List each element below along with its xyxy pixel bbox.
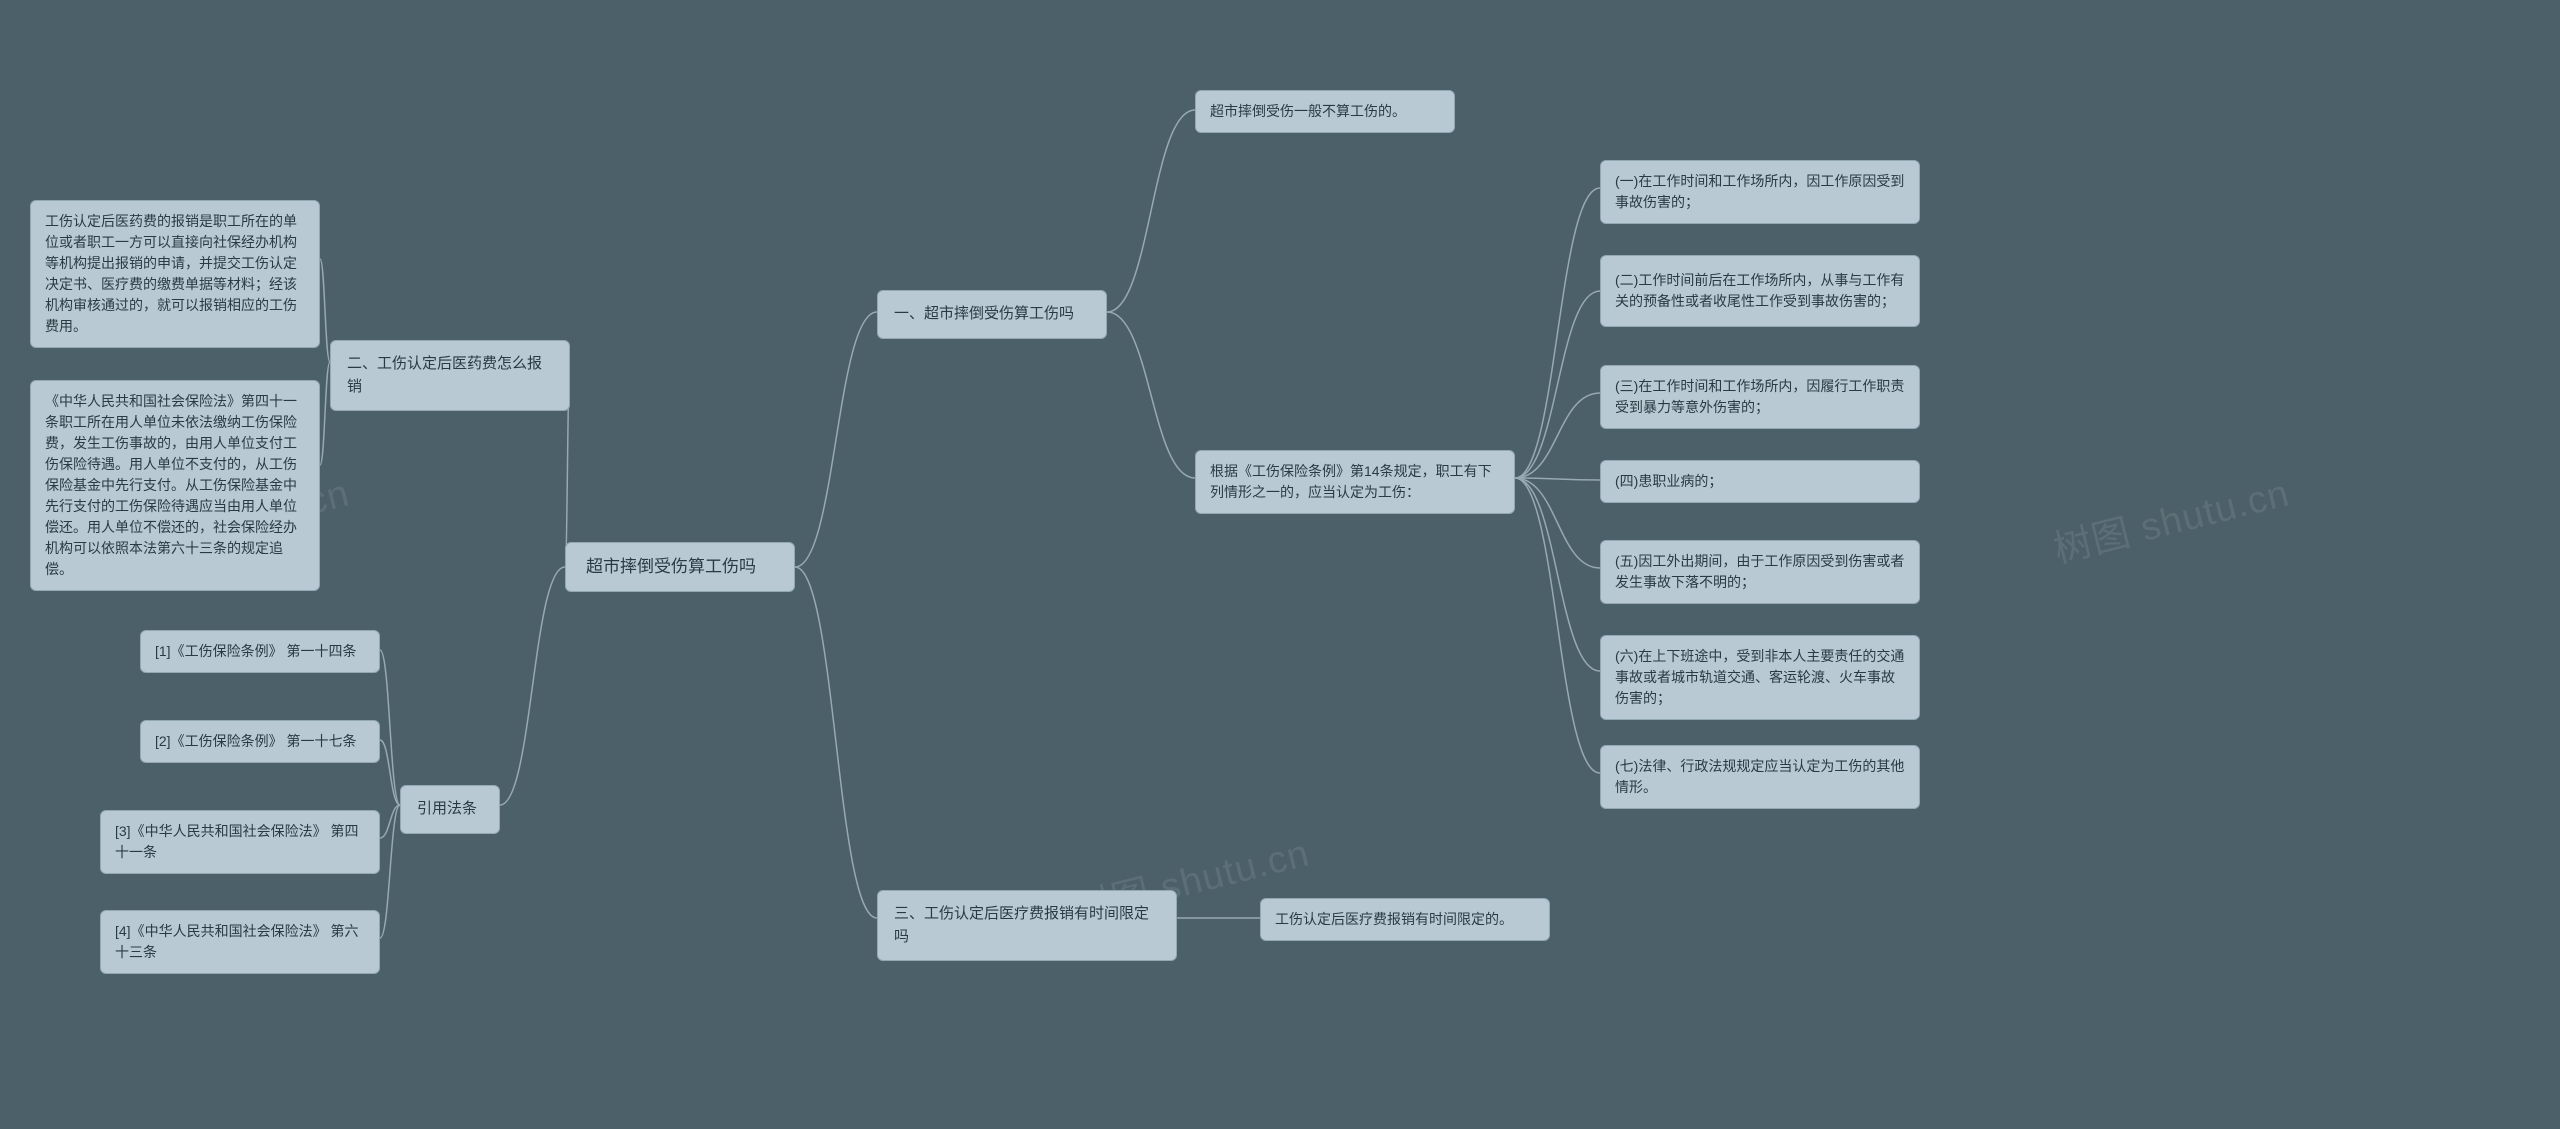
node-b1c2: 根据《工伤保险条例》第14条规定，职工有下列情形之一的，应当认定为工伤： [1195, 450, 1515, 514]
node-b1: 一、超市摔倒受伤算工伤吗 [877, 290, 1107, 339]
node-b4c2: [2]《工伤保险条例》 第一十七条 [140, 720, 380, 763]
node-b2c1: 工伤认定后医药费的报销是职工所在的单位或者职工一方可以直接向社保经办机构等机构提… [30, 200, 320, 348]
node-b1c2b: (二)工作时间前后在工作场所内，从事与工作有关的预备性或者收尾性工作受到事故伤害… [1600, 255, 1920, 327]
node-b2c2: 《中华人民共和国社会保险法》第四十一条职工所在用人单位未依法缴纳工伤保险费，发生… [30, 380, 320, 591]
node-b4: 引用法条 [400, 785, 500, 834]
node-b1c2f: (六)在上下班途中，受到非本人主要责任的交通事故或者城市轨道交通、客运轮渡、火车… [1600, 635, 1920, 720]
node-b4c1: [1]《工伤保险条例》 第一十四条 [140, 630, 380, 673]
watermark-3: 树图 shutu.cn [2047, 462, 2294, 574]
node-b1c2e: (五)因工外出期间，由于工作原因受到伤害或者发生事故下落不明的； [1600, 540, 1920, 604]
connector-layer [0, 0, 2560, 1129]
node-b3c1: 工伤认定后医疗费报销有时间限定的。 [1260, 898, 1550, 941]
node-b3: 三、工伤认定后医疗费报销有时间限定吗 [877, 890, 1177, 961]
node-b1c2c: (三)在工作时间和工作场所内，因履行工作职责受到暴力等意外伤害的； [1600, 365, 1920, 429]
node-b4c4: [4]《中华人民共和国社会保险法》 第六十三条 [100, 910, 380, 974]
root-node: 超市摔倒受伤算工伤吗 [565, 542, 795, 592]
node-b4c3: [3]《中华人民共和国社会保险法》 第四十一条 [100, 810, 380, 874]
node-b2: 二、工伤认定后医药费怎么报销 [330, 340, 570, 411]
node-b1c1: 超市摔倒受伤一般不算工伤的。 [1195, 90, 1455, 133]
node-b1c2d: (四)患职业病的； [1600, 460, 1920, 503]
node-b1c2a: (一)在工作时间和工作场所内，因工作原因受到事故伤害的； [1600, 160, 1920, 224]
node-b1c2g: (七)法律、行政法规规定应当认定为工伤的其他情形。 [1600, 745, 1920, 809]
